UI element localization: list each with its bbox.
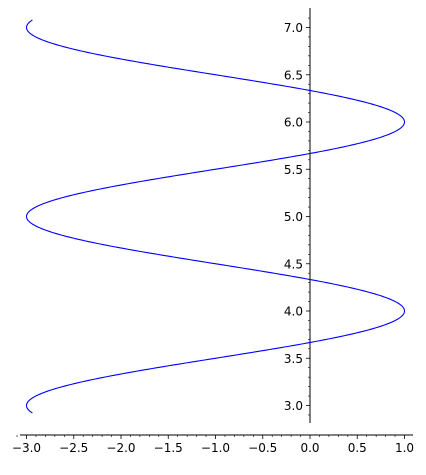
x-tick-label: −1.0 (201, 441, 230, 455)
y-tick-label: 7.0 (284, 21, 303, 35)
x-tick-label: −3.0 (12, 441, 41, 455)
y-tick-label: 3.5 (284, 352, 303, 366)
x-tick-label: 0.5 (348, 441, 367, 455)
y-tick-label: 6.5 (284, 68, 303, 82)
y-tick-label: 4.0 (284, 305, 303, 319)
x-tick-label: −2.5 (59, 441, 88, 455)
x-tick-label: 0.0 (300, 441, 319, 455)
x-tick-label: −0.5 (248, 441, 277, 455)
y-tick-label: 5.5 (284, 163, 303, 177)
series-layer (25, 19, 406, 414)
x-tick-label: −2.0 (106, 441, 135, 455)
y-tick-label: 4.5 (284, 257, 303, 271)
series-line-parametric-curve (25, 19, 406, 414)
y-tick-label: 6.0 (284, 116, 303, 130)
axes-layer (20, 8, 413, 436)
x-tick-label: 1.0 (395, 441, 414, 455)
x-tick-label: −1.5 (154, 441, 183, 455)
ticks-layer (16, 17, 405, 439)
y-tick-label: 5.0 (284, 210, 303, 224)
y-tick-label: 3.0 (284, 399, 303, 413)
tick-labels-layer: −3.0 −2.5 −2.0 −1.5 −1.0 −0.5 0.0 0.5 1.0 3.0 3.5 4… (12, 21, 414, 455)
